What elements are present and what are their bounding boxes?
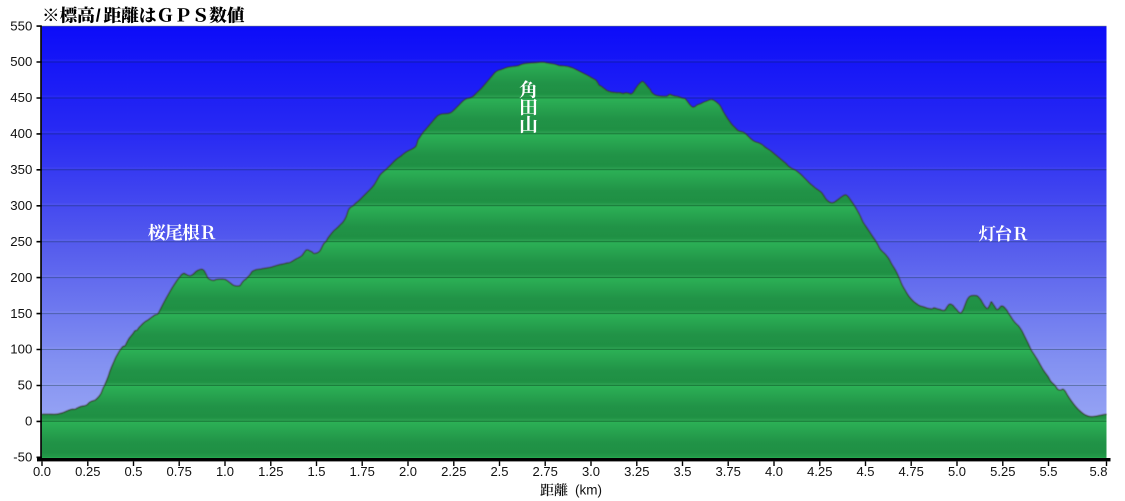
svg-text:4.0: 4.0: [765, 464, 783, 479]
svg-text:3.0: 3.0: [582, 464, 600, 479]
svg-text:5.25: 5.25: [990, 464, 1015, 479]
svg-text:300: 300: [10, 198, 32, 213]
svg-text:2.25: 2.25: [441, 464, 466, 479]
svg-text:-50: -50: [13, 450, 32, 465]
svg-text:450: 450: [10, 90, 32, 105]
svg-text:2.5: 2.5: [490, 464, 508, 479]
svg-text:0: 0: [25, 414, 32, 429]
svg-text:100: 100: [10, 342, 32, 357]
svg-text:4.75: 4.75: [899, 464, 924, 479]
svg-text:0.5: 0.5: [124, 464, 142, 479]
svg-text:4.25: 4.25: [807, 464, 832, 479]
svg-text:/: /: [96, 6, 101, 26]
svg-text:250: 250: [10, 234, 32, 249]
svg-text:3.25: 3.25: [624, 464, 649, 479]
svg-text:550: 550: [10, 18, 32, 33]
svg-text:3.75: 3.75: [716, 464, 741, 479]
svg-text:200: 200: [10, 270, 32, 285]
svg-text:350: 350: [10, 162, 32, 177]
svg-text:0.25: 0.25: [75, 464, 100, 479]
svg-text:50: 50: [18, 378, 33, 393]
svg-text:1.0: 1.0: [216, 464, 234, 479]
svg-text:(km): (km): [575, 483, 602, 498]
svg-text:5.5: 5.5: [1039, 464, 1057, 479]
svg-text:2.0: 2.0: [399, 464, 417, 479]
svg-text:150: 150: [10, 306, 32, 321]
svg-text:1.75: 1.75: [350, 464, 375, 479]
svg-text:1.5: 1.5: [307, 464, 325, 479]
svg-text:5.0: 5.0: [948, 464, 966, 479]
svg-text:400: 400: [10, 126, 32, 141]
svg-text:0.0: 0.0: [33, 464, 51, 479]
svg-text:2.75: 2.75: [533, 464, 558, 479]
svg-text:5.8: 5.8: [1089, 464, 1107, 479]
svg-text:3.5: 3.5: [673, 464, 691, 479]
svg-text:4.5: 4.5: [856, 464, 874, 479]
svg-text:500: 500: [10, 54, 32, 69]
svg-text:1.25: 1.25: [258, 464, 283, 479]
svg-text:0.75: 0.75: [167, 464, 192, 479]
